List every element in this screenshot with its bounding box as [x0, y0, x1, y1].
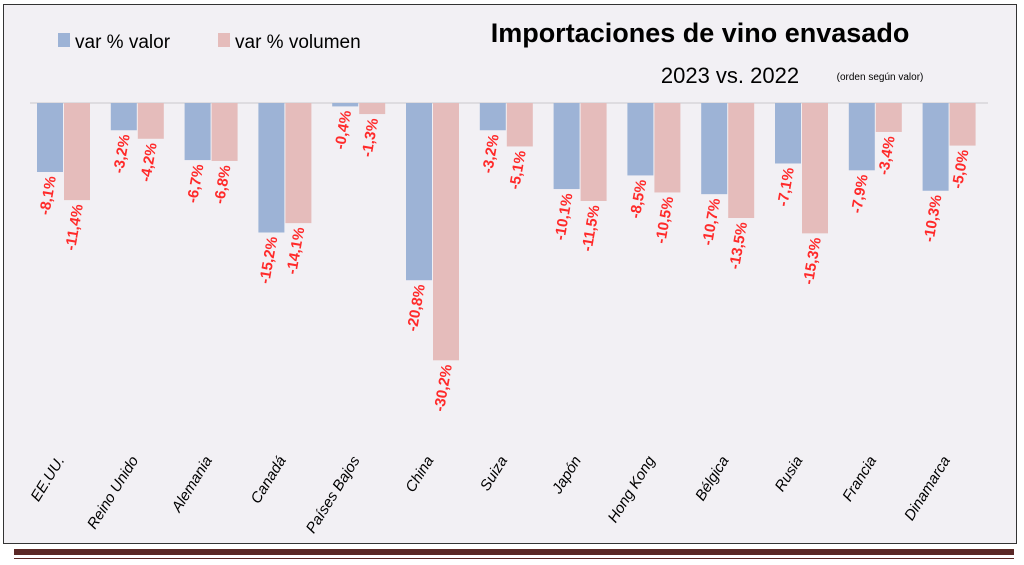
data-label: -5,1%	[506, 149, 530, 191]
data-label: -7,1%	[774, 166, 798, 208]
data-label: -15,2%	[256, 235, 281, 285]
bar-valor	[332, 103, 359, 107]
bar-volumen	[580, 103, 607, 201]
chart-subtitle-note: (orden según valor)	[837, 72, 924, 83]
bar-valor	[701, 103, 728, 195]
legend-label-volumen: var % volumen	[235, 32, 361, 53]
bar-volumen	[728, 103, 755, 219]
data-label: -4,2%	[137, 142, 161, 184]
data-label: -30,2%	[431, 363, 456, 413]
bar-volumen	[285, 103, 312, 224]
bar-valor	[406, 103, 432, 281]
data-label: -10,5%	[652, 195, 677, 245]
data-label: -15,3%	[800, 236, 825, 286]
bar-valor	[37, 103, 63, 173]
data-label: -3,2%	[479, 133, 503, 175]
bar-valor	[184, 103, 211, 161]
bar-volumen	[359, 103, 386, 115]
data-label: -0,4%	[332, 109, 356, 151]
data-label: -10,1%	[552, 192, 577, 242]
bar-volumen	[802, 103, 828, 234]
bar-volumen	[137, 103, 164, 139]
x-tick-label: Países Bajos	[303, 453, 364, 537]
x-tick-label: Bélgica	[692, 453, 732, 504]
data-label: -11,5%	[579, 204, 604, 253]
footer-rule-thin	[14, 558, 1014, 559]
data-label: -3,2%	[110, 133, 134, 175]
chart-subtitle: 2023 vs. 2022	[661, 63, 799, 88]
bar-volumen	[433, 103, 459, 361]
x-tick-label: China	[402, 453, 437, 495]
data-label: -10,7%	[699, 197, 724, 247]
data-label: -20,8%	[404, 283, 429, 333]
bar-volumen	[949, 103, 976, 146]
legend-swatch-valor	[58, 33, 70, 47]
bar-volumen	[875, 103, 902, 132]
data-label: -11,4%	[62, 203, 87, 252]
footer-rule	[14, 549, 1014, 555]
x-tick-label: Hong Kong	[605, 453, 660, 526]
data-label: -6,8%	[211, 164, 235, 206]
bar-volumen	[211, 103, 238, 161]
x-tick-label: EE.UU.	[27, 453, 68, 504]
data-label: -5,0%	[949, 148, 973, 190]
data-label: -14,1%	[283, 226, 308, 276]
chart-title: Importaciones de vino envasado	[491, 18, 910, 48]
legend-label-valor: var % valor	[75, 32, 171, 53]
data-label: -3,4%	[875, 135, 899, 177]
x-tick-label: Reino Unido	[84, 453, 142, 532]
chart-frame	[3, 4, 1017, 544]
x-tick-label: Alemania	[168, 453, 216, 516]
bar-valor	[110, 103, 137, 131]
bar-valor	[775, 103, 801, 164]
x-tick-label: Japón	[548, 453, 585, 498]
data-label: -6,7%	[184, 163, 208, 205]
bar-valor	[479, 103, 506, 131]
x-tick-label: Francia	[839, 453, 880, 504]
bar-valor	[258, 103, 285, 233]
x-tick-label: Suiza	[477, 453, 511, 494]
bar-valor	[627, 103, 654, 176]
data-label: -13,5%	[726, 221, 751, 271]
x-tick-label: Canadá	[248, 453, 290, 507]
data-label: -7,9%	[848, 173, 872, 215]
bar-volumen	[64, 103, 90, 201]
bar-valor	[848, 103, 875, 171]
bar-valor	[553, 103, 580, 190]
data-label: -8,5%	[627, 178, 651, 220]
bar-volumen	[654, 103, 681, 193]
bar-valor	[922, 103, 949, 191]
x-tick-label: Rusia	[772, 453, 807, 495]
bar-volumen	[506, 103, 533, 147]
legend-swatch-volumen	[218, 33, 230, 47]
data-label: -8,1%	[36, 175, 60, 217]
data-label: -10,3%	[921, 193, 946, 243]
x-tick-label: Dinamarca	[901, 453, 954, 524]
data-label: -1,3%	[359, 117, 383, 159]
